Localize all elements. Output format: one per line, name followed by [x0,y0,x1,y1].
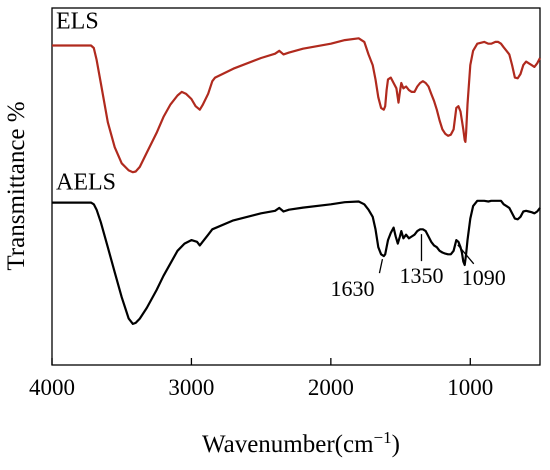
x-axis-ticks: 4000 3000 2000 1000 [29,358,493,400]
series-label-layer: ELS AELS [56,8,116,195]
x-tick-label: 2000 [308,375,354,400]
x-tick-label: 1000 [447,375,493,400]
x-tick-label: 4000 [29,375,75,400]
x-axis-label: Wavenumber(cm−1) [202,428,400,458]
plot-frame [51,7,541,366]
annotation-label-1630: 1630 [330,276,374,301]
series-layer [52,37,541,325]
x-axis-label-main: Wavenumber(cm [202,431,374,458]
series-label-els: ELS [56,8,99,34]
series-line-els [52,37,541,174]
annotation-leader-line [457,244,475,265]
y-axis-label: Transmittance % [3,101,30,270]
annotation-label-1090: 1090 [462,265,506,290]
series-line-aels [52,199,541,325]
x-tick-label: 3000 [168,375,214,400]
annotation-label-1350: 1350 [399,263,443,288]
x-axis-label-close: ) [392,431,400,458]
x-axis-label-superscript: −1 [374,428,392,447]
series-label-aels: AELS [56,170,116,196]
annotation-layer: 1630 1350 1090 [330,234,506,301]
annotation-leader-line [378,258,384,274]
